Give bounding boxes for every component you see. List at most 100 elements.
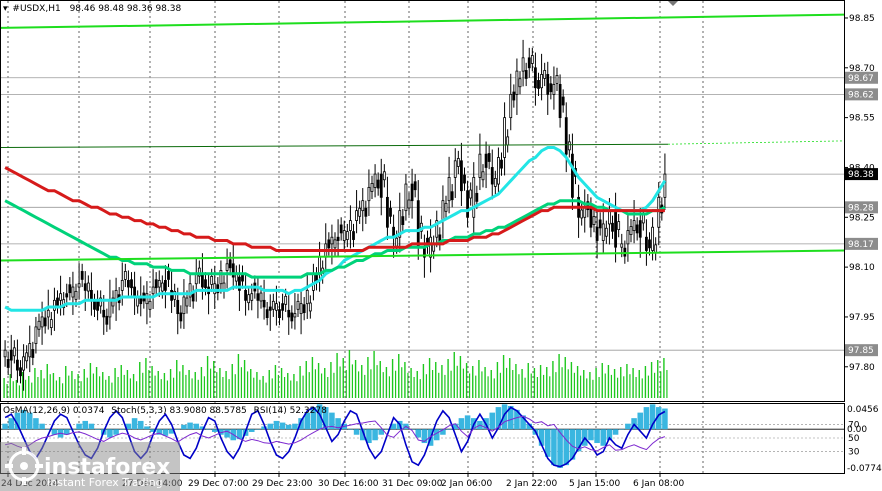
price-tag (845, 237, 878, 250)
osma-bar (526, 423, 533, 430)
candle-body (549, 83, 553, 93)
osma-bar (409, 429, 415, 430)
osma-bar (618, 429, 625, 430)
candle-body (25, 352, 29, 362)
osma-bar (569, 429, 576, 460)
candle-body (108, 299, 112, 318)
candle-body (376, 179, 380, 189)
candle-body (478, 153, 482, 178)
symbol-timeframe: #USDX,H1 (12, 4, 60, 14)
candle-body (265, 309, 269, 319)
candle-body (123, 271, 127, 280)
candle-body (580, 209, 584, 219)
x-tick-label: 29 Dec 07:00 (188, 479, 249, 489)
candle-body (345, 231, 349, 240)
candle-body (182, 296, 186, 315)
osma-bar (322, 407, 329, 430)
osma-bar (378, 429, 385, 435)
candle-body (330, 236, 334, 245)
osma-bar (8, 418, 15, 430)
price-tag-label: 98.17 (848, 240, 874, 250)
osma-bar (612, 429, 619, 435)
candle-body (604, 227, 608, 237)
candle-body (638, 220, 642, 238)
price-tags: 98.67 98.62 98.38 98.28 98.17 97.85 0.0456 0.00… (845, 71, 882, 474)
candle-body (537, 80, 540, 89)
candle-body (503, 117, 506, 158)
y-tick-label: 98.70 (849, 64, 875, 74)
candle-body (583, 206, 587, 218)
rsi-label: RSI(14) 52.3278 (254, 406, 327, 416)
candle-body (361, 200, 365, 212)
osma-bar (181, 424, 187, 430)
candle-body (204, 279, 207, 289)
candle-body (595, 226, 599, 241)
candle-body (16, 359, 19, 371)
osma-bar (82, 420, 89, 430)
osma-bar (45, 429, 52, 430)
candle-body (34, 326, 38, 344)
candle-body (219, 270, 223, 285)
osma-bar (285, 424, 292, 430)
osma-bar (335, 418, 341, 430)
y-tick-label: 97.80 (849, 363, 875, 373)
osma-bar (316, 404, 323, 430)
candle-body (546, 74, 550, 95)
stoch-line (4, 406, 666, 468)
candle-body (9, 349, 13, 361)
osma-bar (575, 429, 582, 452)
osma-bar (20, 409, 27, 430)
candle-body (302, 304, 306, 314)
candle-body (102, 309, 106, 318)
candle-body (521, 57, 525, 72)
candle-body (515, 70, 519, 95)
osma-bar (113, 429, 119, 435)
candle-body (592, 216, 596, 225)
candle-body (475, 192, 479, 202)
osma-bar (501, 404, 508, 430)
candle-body (74, 290, 78, 300)
candle-body (160, 282, 164, 292)
osma-bar (390, 423, 397, 430)
candle-body (225, 263, 229, 271)
candle-body (598, 219, 602, 229)
osma-bar (606, 429, 613, 441)
candle-body (336, 236, 340, 241)
candle-body (278, 309, 281, 319)
osma-bar (520, 415, 526, 430)
osma-bar (33, 418, 39, 430)
candle-body (463, 174, 466, 184)
candle-body (564, 117, 568, 155)
candle-body (188, 283, 192, 298)
candle-body (413, 181, 417, 191)
collapse-arrow-icon[interactable] (668, 1, 678, 6)
candle-body (626, 230, 630, 245)
candle-body (657, 196, 661, 228)
osc-tag-label: 0.00 (847, 425, 867, 435)
candle-body (629, 226, 633, 235)
candle-body (37, 320, 41, 330)
indicator-window-frame (0, 403, 845, 474)
osma-bar (292, 423, 298, 430)
osma-label: OsMA(12,26,9) 0.0374 (3, 406, 105, 416)
candle-body (509, 93, 513, 119)
osma-bar (421, 429, 428, 444)
candle-body (262, 299, 266, 308)
candle-body (342, 230, 346, 241)
candle-body (275, 303, 278, 311)
channel-extension-line (667, 140, 845, 145)
osma-bar (353, 429, 360, 435)
watermark-tagline: Instant Forex Trading (47, 476, 163, 489)
osma-bar (150, 429, 156, 432)
osma-bar (458, 418, 465, 430)
candle-body (663, 173, 667, 198)
price-tag-label: 98.28 (848, 203, 874, 213)
osma-bar (236, 429, 243, 440)
osma-bar (193, 423, 200, 430)
osma-bar (489, 412, 496, 430)
candle-body (401, 216, 405, 225)
candle-body (244, 289, 247, 301)
candle-body (481, 171, 485, 181)
price-tag-label: 98.38 (848, 170, 874, 180)
candle-body (99, 297, 103, 307)
